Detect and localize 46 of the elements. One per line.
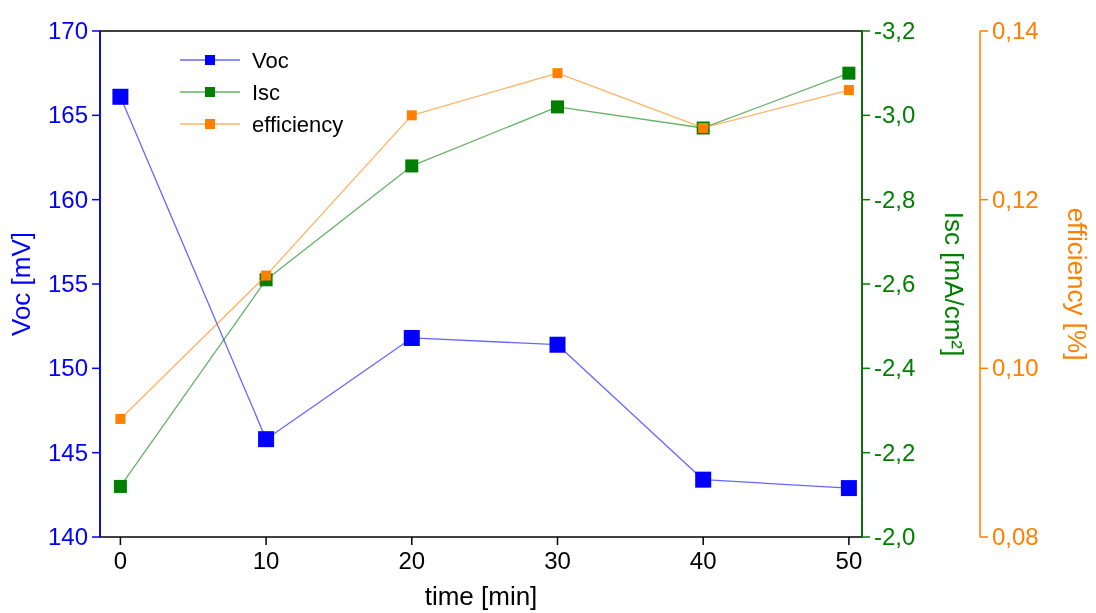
- y-tick-label: 170: [47, 17, 88, 44]
- point: [549, 336, 566, 353]
- legend-label: efficiency: [252, 112, 344, 137]
- y2-tick-label: -2,0: [874, 523, 916, 550]
- point: [406, 110, 417, 121]
- y3-tick-label: 0,10: [992, 354, 1039, 382]
- y3-tick-label: 0,14: [992, 17, 1039, 44]
- y3-tick-label: 0,12: [992, 185, 1039, 213]
- y-tick-label: 160: [47, 185, 88, 213]
- y2-tick-label: -3,0: [874, 101, 916, 129]
- y2-tick-label: -2,8: [874, 185, 916, 213]
- legend-label: Voc: [252, 48, 289, 73]
- legend-label: Isc: [252, 80, 281, 105]
- y2-tick-label: -2,6: [874, 270, 916, 297]
- point: [112, 88, 129, 105]
- y2-tick-label: -2,4: [874, 354, 916, 382]
- x-axis-title: time [min]: [424, 581, 538, 611]
- y-tick-label: 150: [47, 354, 88, 382]
- y-tick-label: 165: [47, 101, 88, 129]
- x-tick-label: 0: [113, 547, 128, 574]
- point: [405, 159, 419, 173]
- point: [843, 85, 854, 96]
- y2-tick-label: -2,2: [874, 438, 916, 466]
- y-tick-label: 145: [47, 438, 88, 466]
- y3-tick-label: 0,08: [992, 523, 1039, 550]
- y3-axis-title: efficiency [%]: [1062, 207, 1092, 361]
- y-tick-label: 140: [47, 523, 88, 550]
- point: [403, 329, 420, 346]
- x-tick-label: 40: [689, 547, 717, 574]
- point: [695, 471, 712, 488]
- point: [550, 100, 564, 114]
- x-tick-label: 20: [398, 547, 426, 574]
- point: [113, 479, 127, 493]
- x-tick-label: 10: [252, 547, 280, 574]
- x-tick-label: 50: [835, 547, 863, 574]
- point: [258, 431, 275, 448]
- y2-tick-label: -3,2: [874, 17, 916, 44]
- y-axis-title: Voc [mV]: [6, 231, 36, 337]
- point: [842, 66, 856, 80]
- x-tick-label: 30: [544, 547, 571, 574]
- y-tick-label: 155: [47, 270, 88, 297]
- point: [261, 270, 272, 281]
- point: [115, 413, 126, 424]
- point: [840, 480, 857, 497]
- y2-axis-title: Isc [mA/cm²]: [939, 211, 969, 357]
- point: [552, 68, 563, 79]
